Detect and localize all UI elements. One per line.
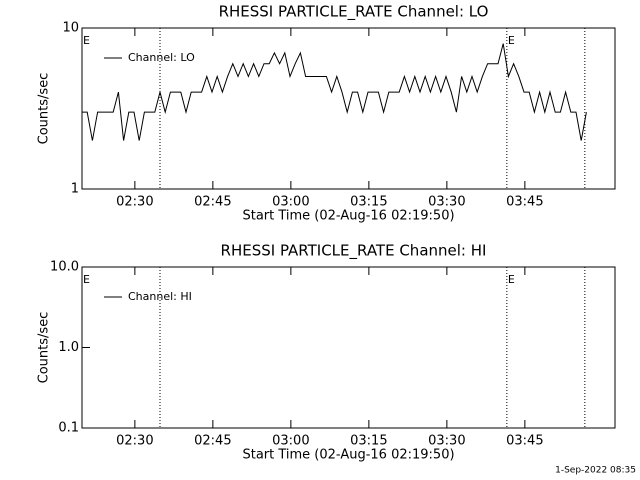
x-axis-label: Start Time (02-Aug-16 02:19:50) (242, 209, 454, 224)
y-axis-label: Counts/sec (37, 73, 52, 145)
footer: 1-Sep-2022 08:35 (555, 466, 636, 476)
x-tick-label: 02:30 (116, 434, 153, 449)
x-tick-label: 03:15 (350, 434, 387, 449)
x-tick-label: 03:30 (428, 434, 465, 449)
y-tick-label: 10 (62, 21, 79, 36)
y-axis-label: Counts/sec (37, 312, 52, 384)
x-tick-label: 03:00 (272, 195, 309, 210)
event-label: E (508, 34, 515, 47)
legend-label: Channel: HI (128, 290, 192, 303)
event-label: E (83, 34, 90, 47)
x-tick-label: 03:30 (428, 195, 465, 210)
x-tick-label: 03:45 (506, 434, 543, 449)
event-label: E (508, 273, 515, 286)
plot-frame (81, 27, 616, 190)
x-axis-label: Start Time (02-Aug-16 02:19:50) (242, 448, 454, 463)
x-tick-label: 02:45 (194, 434, 231, 449)
x-tick-label: 02:30 (116, 195, 153, 210)
y-tick-label: 10.0 (50, 260, 79, 275)
chart-title: RHESSI PARTICLE_RATE Channel: HI (221, 242, 487, 261)
y-tick-label: 1 (71, 182, 79, 197)
event-label: E (83, 273, 90, 286)
x-tick-label: 03:45 (506, 195, 543, 210)
x-tick-label: 02:45 (194, 195, 231, 210)
y-tick-label: 1.0 (58, 340, 79, 355)
chart-title: RHESSI PARTICLE_RATE Channel: LO (219, 3, 489, 22)
data-line (82, 43, 587, 141)
legend-label: Channel: LO (128, 51, 195, 64)
x-tick-label: 03:15 (350, 195, 387, 210)
x-tick-label: 03:00 (272, 434, 309, 449)
y-tick-label: 0.1 (58, 421, 79, 436)
